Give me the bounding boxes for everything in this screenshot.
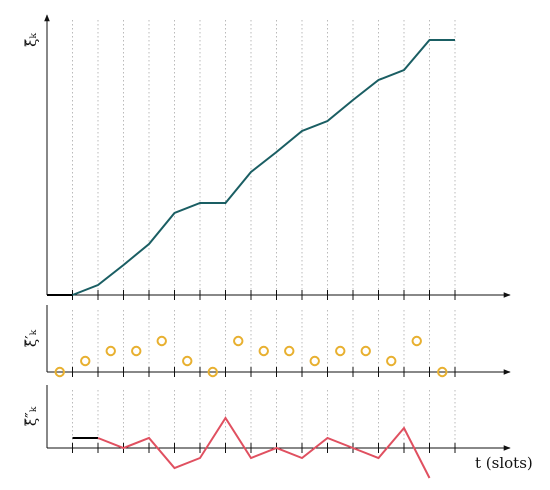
point (80, 355, 91, 367)
point (131, 345, 142, 357)
y-axis-label: ξ̃ₖ (22, 33, 40, 47)
point (207, 366, 218, 378)
point (360, 345, 371, 357)
point (411, 335, 422, 347)
point (437, 366, 448, 378)
point (182, 355, 193, 367)
point (156, 335, 167, 347)
point (54, 366, 65, 378)
point (105, 345, 116, 357)
x-axis-label: t (slots) (475, 454, 533, 472)
y-axis-label: ξ̃″ₖ (22, 406, 40, 426)
point (258, 345, 269, 357)
point (386, 355, 397, 367)
point (284, 345, 295, 357)
point (309, 355, 320, 367)
point (233, 335, 244, 347)
point (335, 345, 346, 357)
y-axis-label: ξ̃′ₖ (22, 329, 40, 347)
series-line (72, 39, 455, 296)
series-line (97, 416, 431, 479)
